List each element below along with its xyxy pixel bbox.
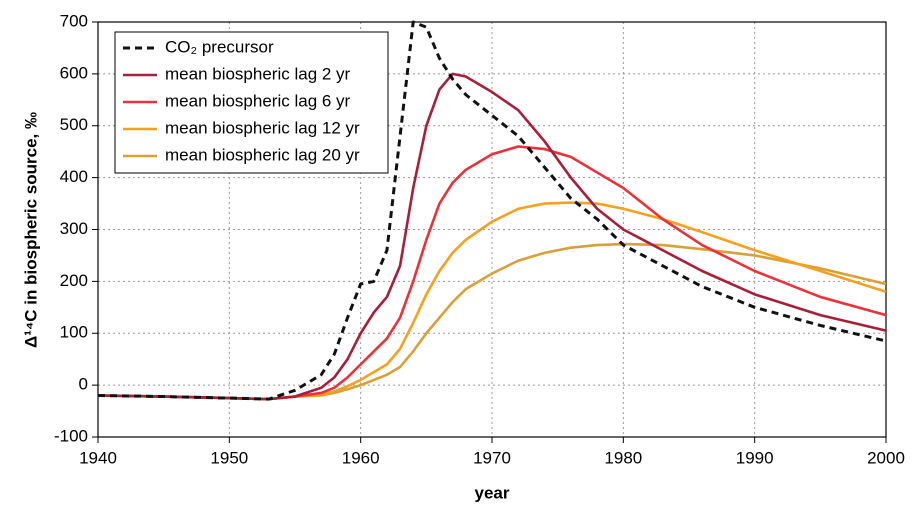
x-tick-label: 1980: [604, 448, 642, 467]
legend-label: mean biospheric lag 6 yr: [165, 91, 351, 110]
y-tick-label: -100: [54, 426, 88, 445]
x-axis-label: year: [475, 483, 510, 502]
legend: CO₂ precursor mean biospheric lag 2 yr mea…: [114, 31, 389, 174]
x-tick-label: 1940: [79, 448, 117, 467]
y-tick-label: 300: [60, 219, 88, 238]
x-tick-label: 1960: [342, 448, 380, 467]
plot-frame: [97, 21, 887, 438]
x-tick-label: 1950: [210, 448, 248, 467]
x-tick-label: 2000: [867, 448, 905, 467]
legend-label: CO₂ precursor: [165, 37, 274, 56]
y-tick-label: 400: [60, 167, 88, 186]
legend-label: mean biospheric lag 20 yr: [165, 145, 360, 164]
y-tick-label: 0: [79, 375, 88, 394]
y-tick-label: 700: [60, 11, 88, 30]
legend-label: mean biospheric lag 12 yr: [165, 118, 360, 137]
y-tick-label: 100: [60, 323, 88, 342]
x-tick-label: 1990: [736, 448, 774, 467]
y-axis-label: Δ¹⁴C in biospheric source, ‰: [21, 112, 40, 348]
y-tick-label: 500: [60, 115, 88, 134]
series-line: [97, 72, 887, 401]
series-line: [97, 20, 887, 401]
y-tick-label: 600: [60, 63, 88, 82]
legend-box: [114, 31, 389, 174]
x-tick-label: 1970: [473, 448, 511, 467]
legend-label: mean biospheric lag 2 yr: [165, 64, 351, 83]
y-tick-label: 200: [60, 271, 88, 290]
series-line: [97, 145, 887, 401]
